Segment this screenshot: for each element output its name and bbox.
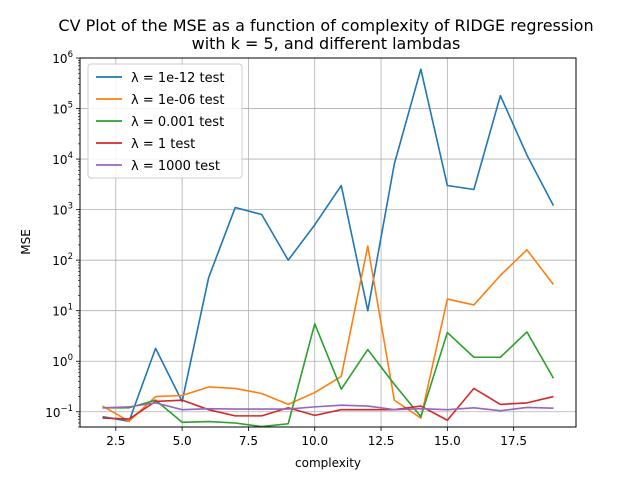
y-axis-label: MSE bbox=[19, 229, 33, 255]
series-lines bbox=[102, 68, 555, 428]
y-axis-ticks: 10−1 100 101 102 103 104 105 106 bbox=[45, 50, 80, 428]
legend-label: λ = 1e-06 test bbox=[131, 93, 224, 108]
legend-label: λ = 1 test bbox=[131, 137, 195, 152]
series-line-2 bbox=[102, 323, 555, 428]
x-tick-label: 2.5 bbox=[106, 434, 125, 448]
y-tick-label: 100 bbox=[52, 353, 73, 369]
legend: λ = 1e-12 test λ = 1e-06 test λ = 0.001 te… bbox=[87, 63, 243, 179]
x-tick-label: 17.5 bbox=[500, 434, 527, 448]
x-axis-ticks: 2.5 5.0 7.5 10.0 12.5 15.0 17.5 bbox=[106, 427, 527, 448]
y-tick-label: 10−1 bbox=[45, 404, 73, 420]
y-tick-label: 106 bbox=[52, 50, 73, 66]
y-tick-label: 105 bbox=[52, 101, 73, 117]
series-line-0 bbox=[102, 68, 555, 423]
y-tick-label: 103 bbox=[52, 202, 73, 218]
legend-label: λ = 1000 test bbox=[131, 159, 220, 174]
x-tick-label: 5.0 bbox=[173, 434, 192, 448]
legend-box bbox=[87, 63, 243, 179]
y-tick-label: 101 bbox=[52, 303, 73, 319]
y-tick-label: 102 bbox=[52, 252, 73, 268]
y-tick-label: 104 bbox=[52, 151, 73, 167]
x-axis-label: complexity bbox=[295, 456, 361, 470]
plot-area-frame bbox=[79, 57, 577, 428]
x-tick-label: 15.0 bbox=[434, 434, 461, 448]
x-tick-label: 12.5 bbox=[368, 434, 395, 448]
legend-label: λ = 1e-12 test bbox=[131, 71, 224, 86]
series-line-1 bbox=[102, 245, 555, 423]
grid bbox=[80, 57, 576, 427]
series-line-3 bbox=[102, 387, 554, 422]
series-line-4 bbox=[102, 402, 554, 412]
x-tick-label: 7.5 bbox=[239, 434, 258, 448]
chart-title-line-1: CV Plot of the MSE as a function of comp… bbox=[58, 16, 593, 35]
x-tick-label: 10.0 bbox=[301, 434, 328, 448]
legend-label: λ = 0.001 test bbox=[131, 115, 224, 130]
chart-title-line-2: with k = 5, and different lambdas bbox=[192, 34, 461, 53]
